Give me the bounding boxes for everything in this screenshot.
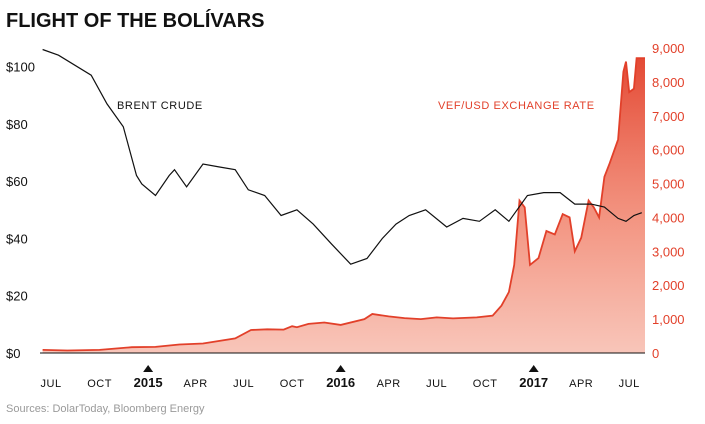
year-marker [528,365,539,372]
source-note: Sources: DolarToday, Bloomberg Energy [6,403,205,415]
left-tick-label: $20 [6,289,28,304]
x-tick-label: JUL [233,378,254,390]
year-marker [143,365,154,372]
x-tick-label: 2016 [326,375,355,390]
brent-line [42,48,643,265]
x-tick-label: APR [569,378,593,390]
x-axis-ticks: JUL OCT 2015 APR JUL OCT 2016 APR JUL OCT 2017 APR J… [41,365,640,390]
brent-series-label: BRENT CRUDE [117,100,203,112]
right-axis-ticks: 0 1,000 2,000 3,000 4,000 5,000 6,000 7,000 8,00… [652,41,685,361]
left-tick-label: $80 [6,117,28,132]
x-tick-label: 2015 [134,375,163,390]
left-tick-label: $100 [6,60,35,75]
x-tick-label: OCT [473,378,498,390]
right-tick-label: 8,000 [652,75,685,90]
left-axis-ticks: $0 $20 $40 $60 $80 $100 [6,60,35,361]
x-tick-label: OCT [280,378,305,390]
vef-area [42,58,646,353]
x-tick-label: APR [184,378,208,390]
left-tick-label: $60 [6,174,28,189]
right-tick-label: 0 [652,346,659,361]
left-tick-label: $0 [6,346,20,361]
right-tick-label: 3,000 [652,244,685,259]
left-tick-label: $40 [6,231,28,246]
x-tick-label: JUL [41,378,62,390]
right-tick-label: 6,000 [652,143,685,158]
x-tick-label: JUL [619,378,640,390]
chart-title: FLIGHT OF THE BOLÍVARS [6,9,265,32]
x-tick-label: JUL [426,378,447,390]
year-marker [335,365,346,372]
right-tick-label: 9,000 [652,41,685,56]
vef-series-label: VEF/USD EXCHANGE RATE [438,100,595,112]
x-tick-label: APR [377,378,401,390]
right-tick-label: 7,000 [652,109,685,124]
vef-line [42,57,645,352]
right-tick-label: 1,000 [652,312,685,327]
right-tick-label: 5,000 [652,177,685,192]
right-tick-label: 4,000 [652,210,685,225]
x-tick-label: 2017 [519,375,548,390]
x-tick-label: OCT [87,378,112,390]
right-tick-label: 2,000 [652,278,685,293]
